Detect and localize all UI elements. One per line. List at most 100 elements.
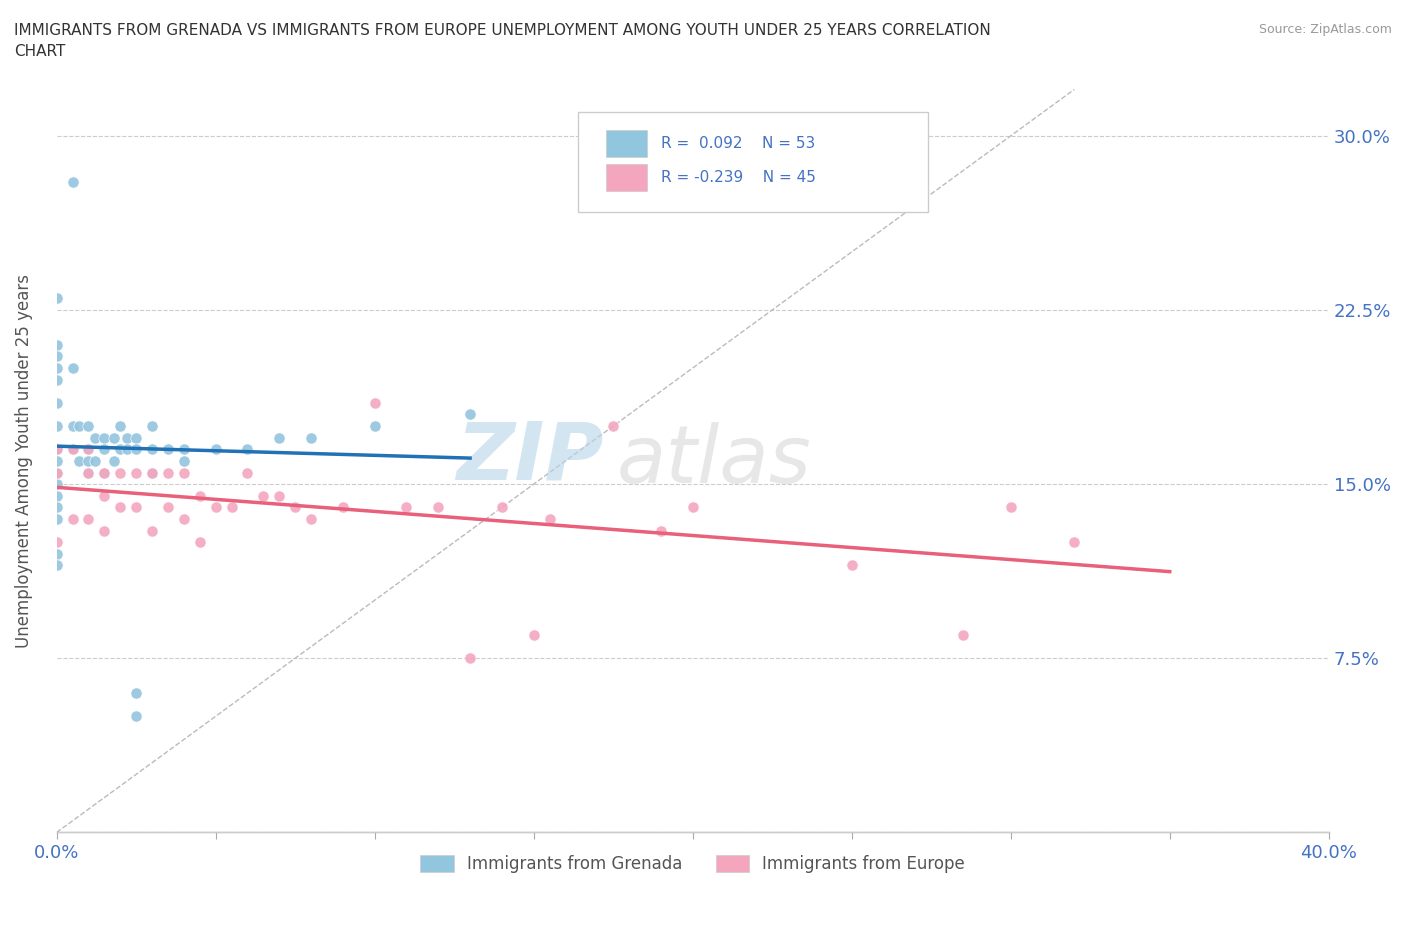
Bar bbox=[606, 130, 647, 157]
Point bbox=[45, 558, 67, 573]
Point bbox=[458, 651, 481, 666]
Point bbox=[141, 465, 163, 480]
Point bbox=[45, 500, 67, 515]
Point bbox=[110, 418, 132, 433]
Point bbox=[77, 442, 100, 457]
Point bbox=[62, 442, 84, 457]
Point bbox=[125, 500, 148, 515]
Point bbox=[173, 512, 195, 526]
Point bbox=[188, 488, 211, 503]
Point bbox=[45, 465, 67, 480]
Point bbox=[45, 291, 67, 306]
Point bbox=[458, 407, 481, 422]
Text: Source: ZipAtlas.com: Source: ZipAtlas.com bbox=[1258, 23, 1392, 36]
Point bbox=[45, 454, 67, 469]
Point bbox=[269, 488, 291, 503]
Text: ZIP: ZIP bbox=[457, 418, 603, 497]
Point bbox=[141, 418, 163, 433]
Point bbox=[204, 442, 226, 457]
Point bbox=[110, 465, 132, 480]
Point bbox=[841, 558, 863, 573]
Point bbox=[236, 465, 259, 480]
Point bbox=[204, 500, 226, 515]
Point bbox=[45, 361, 67, 376]
Point bbox=[141, 524, 163, 538]
Point bbox=[141, 442, 163, 457]
Bar bbox=[606, 165, 647, 192]
Point bbox=[682, 500, 704, 515]
Point bbox=[115, 442, 138, 457]
Point bbox=[125, 465, 148, 480]
Point bbox=[523, 628, 546, 643]
Point bbox=[83, 454, 105, 469]
Point bbox=[650, 524, 672, 538]
Point bbox=[156, 500, 179, 515]
Point bbox=[77, 418, 100, 433]
Point bbox=[62, 175, 84, 190]
Point bbox=[299, 431, 322, 445]
Point bbox=[125, 442, 148, 457]
Text: atlas: atlas bbox=[616, 422, 811, 500]
Point bbox=[93, 524, 115, 538]
Point bbox=[77, 454, 100, 469]
Point bbox=[45, 442, 67, 457]
Point bbox=[173, 454, 195, 469]
Point bbox=[395, 500, 418, 515]
Point bbox=[332, 500, 354, 515]
Point bbox=[156, 465, 179, 480]
Point bbox=[156, 442, 179, 457]
Point bbox=[67, 418, 90, 433]
Point bbox=[45, 512, 67, 526]
Point bbox=[45, 395, 67, 410]
Point bbox=[188, 535, 211, 550]
Point bbox=[45, 477, 67, 492]
Y-axis label: Unemployment Among Youth under 25 years: Unemployment Among Youth under 25 years bbox=[15, 274, 32, 648]
Point bbox=[363, 395, 385, 410]
Point bbox=[125, 431, 148, 445]
Text: R =  0.092    N = 53: R = 0.092 N = 53 bbox=[661, 136, 815, 152]
Point bbox=[299, 512, 322, 526]
Point bbox=[45, 418, 67, 433]
Point bbox=[363, 418, 385, 433]
Point bbox=[1000, 500, 1022, 515]
Point bbox=[77, 465, 100, 480]
Point bbox=[45, 535, 67, 550]
Point bbox=[93, 431, 115, 445]
Point bbox=[110, 442, 132, 457]
Point bbox=[173, 442, 195, 457]
Point bbox=[269, 431, 291, 445]
Text: IMMIGRANTS FROM GRENADA VS IMMIGRANTS FROM EUROPE UNEMPLOYMENT AMONG YOUTH UNDER: IMMIGRANTS FROM GRENADA VS IMMIGRANTS FR… bbox=[14, 23, 991, 60]
Point bbox=[45, 442, 67, 457]
Legend: Immigrants from Grenada, Immigrants from Europe: Immigrants from Grenada, Immigrants from… bbox=[413, 848, 972, 880]
Point bbox=[125, 709, 148, 724]
Point bbox=[62, 361, 84, 376]
Point bbox=[602, 418, 624, 433]
Point bbox=[284, 500, 307, 515]
Point bbox=[62, 512, 84, 526]
Point bbox=[427, 500, 450, 515]
Point bbox=[115, 431, 138, 445]
Point bbox=[45, 546, 67, 561]
FancyBboxPatch shape bbox=[578, 112, 928, 212]
Point bbox=[83, 431, 105, 445]
Point bbox=[77, 442, 100, 457]
Point bbox=[125, 685, 148, 700]
Point bbox=[236, 442, 259, 457]
Point bbox=[538, 512, 561, 526]
Point bbox=[45, 338, 67, 352]
Point bbox=[45, 488, 67, 503]
Point bbox=[103, 431, 125, 445]
Point bbox=[77, 465, 100, 480]
Point bbox=[173, 465, 195, 480]
Point bbox=[67, 454, 90, 469]
Point bbox=[491, 500, 513, 515]
Point bbox=[952, 628, 974, 643]
Text: R = -0.239    N = 45: R = -0.239 N = 45 bbox=[661, 170, 815, 185]
Point bbox=[93, 442, 115, 457]
Point bbox=[252, 488, 274, 503]
Point bbox=[103, 454, 125, 469]
Point bbox=[93, 465, 115, 480]
Point bbox=[93, 465, 115, 480]
Point bbox=[93, 488, 115, 503]
Point bbox=[221, 500, 243, 515]
